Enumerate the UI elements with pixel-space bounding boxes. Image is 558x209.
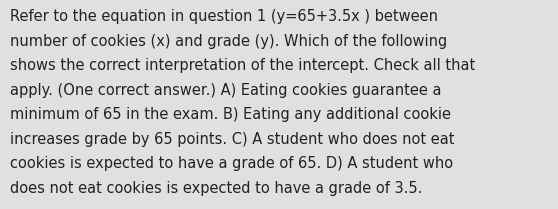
Text: shows the correct interpretation of the intercept. Check all that: shows the correct interpretation of the … xyxy=(10,58,475,73)
Text: cookies is expected to have a grade of 65. D) A student who: cookies is expected to have a grade of 6… xyxy=(10,156,453,171)
Text: number of cookies (x) and grade (y). Which of the following: number of cookies (x) and grade (y). Whi… xyxy=(10,34,448,49)
Text: apply. (One correct answer.) A) Eating cookies guarantee a: apply. (One correct answer.) A) Eating c… xyxy=(10,83,441,98)
Text: does not eat cookies is expected to have a grade of 3.5.: does not eat cookies is expected to have… xyxy=(10,181,422,196)
Text: increases grade by 65 points. C) A student who does not eat: increases grade by 65 points. C) A stude… xyxy=(10,132,455,147)
Text: Refer to the equation in question 1 (y=65+3.5x ) between: Refer to the equation in question 1 (y=6… xyxy=(10,9,438,24)
Text: minimum of 65 in the exam. B) Eating any additional cookie: minimum of 65 in the exam. B) Eating any… xyxy=(10,107,451,122)
